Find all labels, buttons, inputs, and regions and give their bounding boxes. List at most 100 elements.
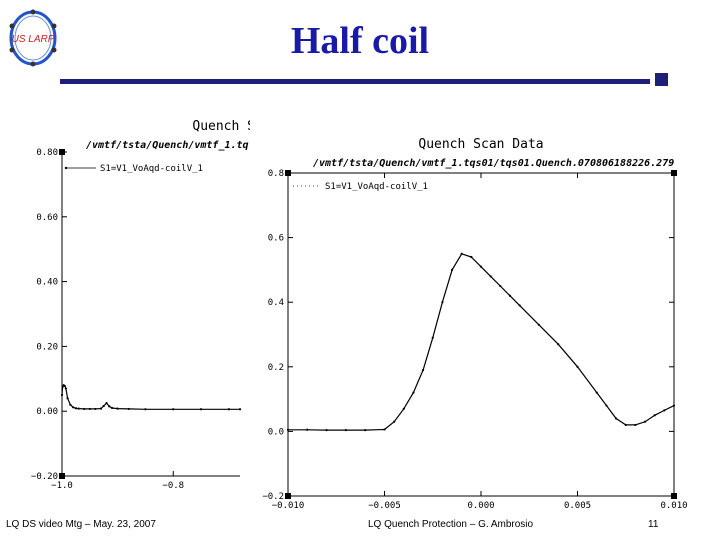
chart0-data-point — [110, 406, 114, 410]
logo-text: US LARP — [12, 34, 55, 45]
chart1-data-point — [634, 423, 637, 427]
chart0-y-tick-label: 0.40 — [36, 278, 58, 288]
chart0-data-point — [144, 408, 147, 411]
chart-right-panel — [253, 128, 689, 510]
chart0-data-point — [227, 408, 230, 411]
page-number: 11 — [648, 519, 659, 530]
chart0-y-tick-label: 0.20 — [36, 342, 58, 352]
chart1-data-point — [508, 294, 512, 297]
chart0-series-line — [61, 384, 240, 410]
chart0-data-point — [69, 403, 72, 406]
chart0-data-point — [83, 407, 86, 411]
chart1-y-tick-label: 0.6 — [268, 234, 284, 244]
chart1-x-tick-label: 0.005 — [564, 501, 591, 510]
chart1-data-point — [402, 407, 405, 410]
chart1-data-point — [489, 275, 492, 278]
footer-left: LQ DS video Mtg – May. 23, 2007 — [6, 519, 156, 530]
chart1-data-point — [479, 265, 483, 268]
chart1-data-point — [605, 404, 608, 407]
chart1-data-point — [325, 429, 328, 432]
chart0-data-point — [63, 384, 66, 388]
chart0-y-tick-label: 0.00 — [36, 407, 58, 417]
chart0-x-tick-label: −1.0 — [51, 481, 73, 491]
chart0-data-point — [172, 408, 175, 411]
title-underline — [60, 79, 650, 84]
logo-star-icon — [9, 23, 15, 29]
chart1-data-point — [383, 428, 386, 431]
chart0-data-point — [105, 402, 108, 405]
chart0-data-point — [127, 407, 130, 411]
chart1-x-tick-label: −0.005 — [368, 501, 401, 510]
chart0-y-tick-label: −0.20 — [31, 472, 58, 482]
chart0-data-point — [74, 407, 78, 410]
chart1-data-point — [643, 420, 647, 423]
chart1-y-tick-label: 0.2 — [268, 363, 284, 373]
chart1-y-tick-label: 0.8 — [268, 169, 284, 179]
chart-right-legend-label: S1=V1_VoAqd-coilV_1 — [325, 182, 428, 192]
chart0-data-point — [199, 408, 203, 411]
logo-star-icon — [30, 9, 36, 15]
chart1-data-point — [393, 420, 396, 423]
chart-right: Quench Scan Data /vmtf/tsta/Quench/vmtf_… — [253, 128, 689, 510]
logo-star-icon — [30, 61, 36, 67]
chart-left-title: Quench Scan Data — [192, 119, 250, 134]
chart1-data-point — [470, 255, 473, 259]
chart-right-legend: S1=V1_VoAqd-coilV_1 — [293, 182, 428, 192]
chart0-data-point — [99, 407, 103, 410]
chart1-data-point — [344, 429, 347, 432]
logo-star-icon — [9, 47, 15, 53]
chart1-data-point — [518, 304, 521, 307]
chart1-data-point — [595, 391, 598, 394]
chart1-data-point — [306, 428, 309, 431]
chart1-data-point — [422, 368, 425, 372]
chart1-data-point — [441, 301, 444, 304]
chart0-y-tick-label: 0.80 — [36, 148, 58, 158]
chart-left-subtitle: /vmtf/tsta/Quench/vmtf_1.tq — [86, 140, 249, 151]
chart0-data-point — [116, 407, 119, 410]
chart0-data-point — [102, 404, 105, 408]
chart0-data-point — [66, 397, 69, 400]
chart0-data-point — [61, 385, 64, 388]
chart1-data-point — [412, 391, 415, 394]
chart1-data-point — [624, 423, 627, 427]
chart1-data-point — [286, 428, 290, 431]
chart0-data-point — [108, 405, 111, 408]
chart0-data-point — [72, 406, 75, 409]
chart1-data-point — [672, 404, 676, 407]
chart1-data-point — [557, 343, 560, 346]
logo-star-icon — [51, 47, 57, 53]
chart1-y-tick-label: 0.0 — [268, 427, 284, 437]
chart1-x-tick-label: 0.000 — [467, 501, 494, 510]
chart-left-legend: S1=V1_VoAqd-coilV_1 — [64, 164, 203, 174]
chart1-x-tick-label: 0.010 — [660, 501, 687, 510]
footer-center: LQ Quench Protection – G. Ambrosio — [368, 519, 534, 530]
chart1-data-point — [499, 284, 502, 288]
chart1-data-point — [576, 365, 579, 368]
chart1-y-tick-label: 0.4 — [268, 298, 284, 308]
chart0-y-tick-label: 0.60 — [36, 213, 58, 223]
chart0-data-point — [88, 407, 91, 411]
logo-star-icon — [51, 23, 57, 29]
chart0-data-point — [64, 387, 67, 390]
chart0-data-point — [77, 407, 80, 410]
chart-left: Quench Scan Data /vmtf/tsta/Quench/vmtf_… — [31, 119, 250, 491]
chart1-data-point — [460, 252, 463, 255]
chart0-x-tick-label: −0.8 — [162, 481, 184, 491]
chart0-data-point — [238, 408, 242, 411]
title-bullet-square — [655, 73, 668, 86]
chart0-data-point — [60, 393, 64, 397]
chart-right-subtitle: /vmtf/tsta/Quench/vmtf_1.tqs01/tqs01.Que… — [313, 158, 674, 169]
chart1-data-point — [663, 409, 666, 412]
chart1-y-tick-label: −0.2 — [262, 492, 284, 502]
chart1-data-point — [615, 417, 618, 420]
chart-right-title: Quench Scan Data — [418, 137, 543, 152]
chart-left-legend-label: S1=V1_VoAqd-coilV_1 — [100, 164, 203, 174]
chart1-data-point — [364, 429, 367, 432]
chart1-series-line — [288, 253, 675, 431]
chart1-x-tick-label: −0.010 — [272, 501, 305, 510]
chart1-data-point — [431, 336, 434, 339]
slide-title: Half coil — [290, 20, 430, 62]
us-larp-logo: US LARP — [9, 9, 57, 67]
chart1-data-point — [653, 414, 656, 417]
chart1-data-point — [450, 268, 454, 271]
